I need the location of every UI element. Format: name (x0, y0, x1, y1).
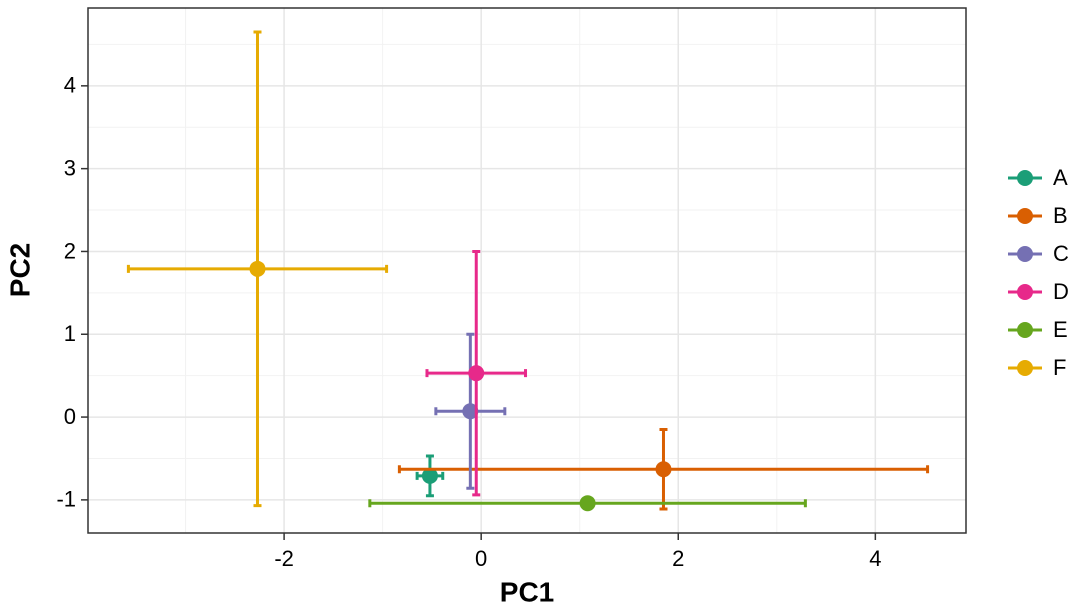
legend-label: C (1053, 241, 1069, 266)
x-tick-label: 0 (475, 546, 487, 571)
legend-key-point (1017, 170, 1033, 186)
legend-label: A (1053, 165, 1068, 190)
y-tick-label: 3 (64, 155, 76, 180)
legend-key-point (1017, 246, 1033, 262)
panel-border (87, 7, 967, 534)
point (421, 467, 438, 484)
y-tick-label: 0 (64, 404, 76, 429)
x-axis-title: PC1 (500, 576, 554, 607)
y-tick-label: -1 (56, 487, 76, 512)
x-tick-label: 2 (672, 546, 684, 571)
y-tick-label: 1 (64, 321, 76, 346)
point (249, 260, 266, 277)
y-tick-label: 4 (64, 73, 76, 98)
legend-label: B (1053, 203, 1068, 228)
legend-key-point (1017, 284, 1033, 300)
point (468, 365, 485, 382)
error-bars (425, 249, 528, 497)
legend-key-point (1017, 322, 1033, 338)
y-tick-label: 2 (64, 238, 76, 263)
legend-label: E (1053, 317, 1068, 342)
point (462, 403, 479, 420)
x-tick-label: -2 (274, 546, 294, 571)
x-tick-label: 4 (869, 546, 881, 571)
legend-label: F (1053, 355, 1066, 380)
point (579, 495, 596, 512)
point (655, 461, 672, 478)
legend-key-point (1017, 360, 1033, 376)
legend-label: D (1053, 279, 1069, 304)
y-axis-title: PC2 (4, 243, 35, 297)
error-bars (415, 454, 445, 498)
legend-key-point (1017, 208, 1033, 224)
